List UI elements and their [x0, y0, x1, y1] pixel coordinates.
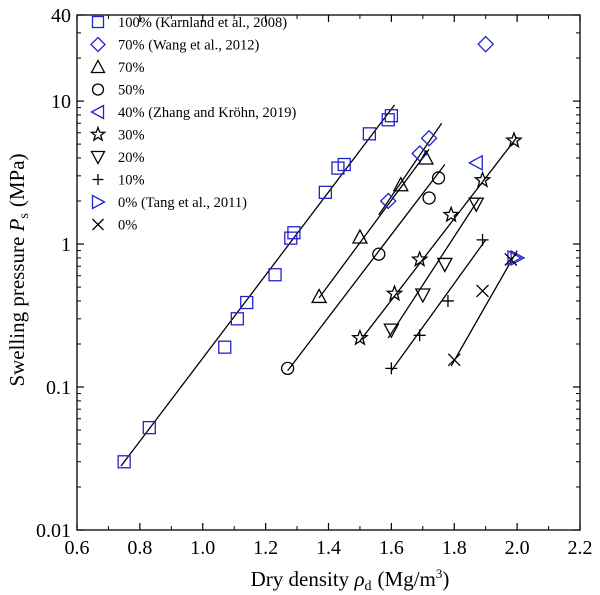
- legend-marker: [91, 15, 105, 29]
- data-point-series-3: [372, 247, 386, 261]
- y-tick-label: 1: [61, 234, 71, 256]
- data-point-series-4: [467, 154, 483, 171]
- fit-lines: [120, 104, 518, 467]
- data-point-series-5: [410, 250, 429, 268]
- fit-line: [378, 122, 443, 216]
- data-point-series-3: [280, 361, 295, 376]
- data-point-series-0: [362, 127, 377, 141]
- legend-marker: [90, 36, 106, 53]
- data-point-series-7: [476, 233, 489, 246]
- legend-label: 10%: [118, 173, 145, 189]
- legend-label: 70%: [118, 60, 145, 76]
- data-point-series-6: [414, 288, 431, 304]
- data-point-series-9: [504, 253, 518, 266]
- legend-label: 40% (Zhang and Kröhn, 2019): [118, 105, 297, 121]
- legend-marker: [90, 59, 106, 74]
- legend-marker: [90, 104, 105, 120]
- x-tick-label: 1.0: [190, 537, 215, 559]
- x-tick-label: 0.8: [127, 537, 152, 559]
- data-point-series-0: [117, 455, 131, 469]
- y-axis-label: Swelling pressure Ps(MPa): [5, 153, 32, 386]
- data-point-series-1: [477, 35, 495, 53]
- data-point-series-5: [385, 284, 404, 302]
- y-tick-label: 40: [51, 5, 71, 27]
- fit-line: [359, 136, 518, 342]
- data-point-series-9: [476, 284, 490, 298]
- x-tick-label: 1.2: [253, 537, 278, 559]
- y-tick-label: 0.1: [46, 377, 71, 399]
- x-tick-label: 0.6: [65, 537, 90, 559]
- plot-frame: 0.6 0.8 1.0 1.2 1.4 1.6 1.8 2.0 2.2 0.01 0.1 1 10 40: [36, 5, 593, 559]
- data-point-series-0: [318, 185, 333, 199]
- data-point-series-0: [337, 157, 351, 172]
- x-axis-label: Dry density ρd (Mg/m3): [251, 566, 450, 594]
- data-point-series-7: [385, 362, 398, 375]
- x-tick-label: 2.0: [505, 537, 530, 559]
- data-point-series-5: [473, 170, 492, 188]
- data-point-series-0: [268, 268, 282, 282]
- fit-line: [318, 148, 430, 299]
- legend-marker: [91, 194, 106, 210]
- legend-label: 0% (Tang et al., 2011): [118, 195, 247, 211]
- y-tick-label: 0.01: [36, 520, 71, 542]
- data-point-series-8: [507, 249, 523, 266]
- data-point-series-7: [441, 294, 454, 307]
- fit-line: [120, 104, 396, 467]
- data-point-series-0: [240, 295, 254, 310]
- data-point-series-5: [442, 205, 461, 223]
- x-tick-label: 1.8: [442, 537, 467, 559]
- legend-marker: [90, 150, 106, 165]
- data-point-series-0: [287, 226, 301, 240]
- data-point-series-6: [468, 197, 485, 213]
- data-point-series-5: [505, 131, 523, 149]
- legend-marker: [89, 125, 107, 142]
- data-point-series-2: [310, 288, 328, 304]
- data-point-series-2: [417, 149, 435, 165]
- data-point-series-8: [510, 249, 526, 266]
- fit-line: [390, 239, 487, 372]
- legend-label: 0%: [118, 218, 137, 234]
- data-point-series-2: [392, 176, 409, 192]
- data-point-series-6: [436, 257, 453, 273]
- fit-line: [387, 197, 480, 339]
- data-point-series-2: [351, 228, 369, 244]
- data-point-series-5: [351, 328, 369, 346]
- legend-marker: [92, 174, 104, 185]
- legend-label: 100% (Karnland et al., 2008): [118, 15, 287, 31]
- data-point-series-6: [383, 323, 400, 339]
- data-point-series-0: [381, 113, 395, 127]
- fit-line: [450, 250, 518, 367]
- data-point-series-1: [420, 129, 438, 147]
- data-point-series-0: [142, 420, 156, 435]
- legend-label: 20%: [118, 150, 145, 166]
- data-point-series-9: [447, 353, 461, 367]
- legend: 100% (Karnland et al., 2008) 70% (Wang et…: [89, 15, 297, 234]
- data-markers: [117, 35, 526, 469]
- fit-line: [287, 164, 446, 372]
- data-point-series-0: [218, 340, 232, 354]
- data-point-series-0: [230, 312, 244, 326]
- x-tick-label: 1.6: [379, 537, 404, 559]
- data-point-series-1: [411, 145, 429, 162]
- data-point-series-7: [413, 329, 426, 342]
- data-point-series-3: [422, 191, 436, 205]
- x-tick-label: 2.2: [568, 537, 593, 559]
- legend-marker: [92, 218, 104, 231]
- data-point-series-0: [384, 109, 399, 123]
- data-point-series-1: [379, 192, 397, 210]
- legend-label: 50%: [118, 83, 145, 99]
- legend-label: 30%: [118, 128, 145, 144]
- data-point-series-3: [431, 171, 446, 185]
- legend-label: 70% (Wang et al., 2012): [118, 38, 260, 54]
- x-tick-label: 1.4: [316, 537, 341, 559]
- legend-marker: [91, 83, 105, 96]
- y-tick-label: 10: [51, 91, 71, 113]
